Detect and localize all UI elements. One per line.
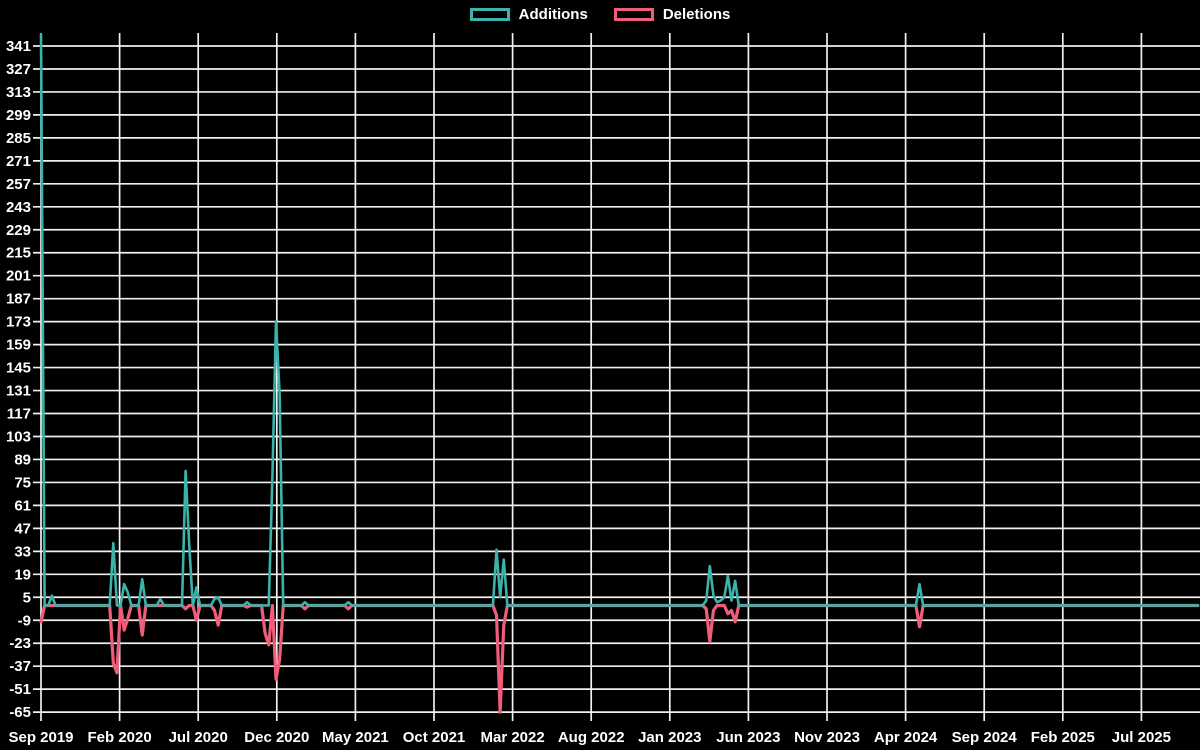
y-tick-label: 159 <box>6 337 31 354</box>
y-tick-label: 103 <box>6 428 31 445</box>
y-tick-label: -23 <box>9 635 31 652</box>
y-tick-label: 89 <box>14 451 31 468</box>
y-tick-label: 201 <box>6 268 31 285</box>
x-tick-label: Nov 2023 <box>794 729 860 746</box>
x-tick-label: Oct 2021 <box>403 729 466 746</box>
x-tick-label: Dec 2020 <box>244 729 309 746</box>
y-tick-label: 341 <box>6 38 31 55</box>
x-tick-label: Sep 2024 <box>952 729 1018 746</box>
y-tick-label: -9 <box>18 612 31 629</box>
y-tick-label: 117 <box>7 406 31 423</box>
chart-legend: Additions Deletions <box>0 6 1200 23</box>
y-tick-label: 131 <box>6 383 31 400</box>
x-tick-label: Jan 2023 <box>638 729 701 746</box>
y-tick-label: 285 <box>6 130 31 147</box>
x-tick-label: Aug 2022 <box>558 729 625 746</box>
legend-item-additions[interactable]: Additions <box>469 6 588 23</box>
y-tick-label: 229 <box>6 222 31 239</box>
y-tick-label: 5 <box>23 589 31 606</box>
y-tick-label: 215 <box>6 245 31 262</box>
y-tick-label: 257 <box>6 176 31 193</box>
legend-label-additions: Additions <box>518 6 588 23</box>
y-tick-label: 173 <box>6 314 31 331</box>
deletions-color-swatch <box>613 8 654 21</box>
additions-line <box>39 33 1200 607</box>
y-tick-label: 75 <box>14 474 31 491</box>
legend-item-deletions[interactable]: Deletions <box>613 6 731 23</box>
x-tick-label: Jul 2020 <box>169 729 228 746</box>
y-tick-label: -37 <box>9 658 31 675</box>
y-tick-label: 33 <box>14 543 31 560</box>
y-tick-label: 187 <box>6 291 31 308</box>
y-tick-label: -65 <box>9 704 31 721</box>
x-tick-label: Sep 2019 <box>8 729 73 746</box>
y-tick-label: 47 <box>14 520 31 537</box>
y-tick-label: 61 <box>14 497 31 514</box>
x-tick-label: Feb 2025 <box>1031 729 1095 746</box>
y-tick-label: 243 <box>6 199 31 216</box>
x-tick-label: Jun 2023 <box>716 729 780 746</box>
y-tick-label: 145 <box>6 360 31 377</box>
legend-label-deletions: Deletions <box>662 6 731 23</box>
x-tick-label: Mar 2022 <box>480 729 544 746</box>
y-tick-label: 19 <box>14 566 31 583</box>
x-tick-label: Jul 2025 <box>1112 729 1171 746</box>
x-tick-label: May 2021 <box>322 729 389 746</box>
y-tick-label: 299 <box>6 107 31 124</box>
additions-color-swatch <box>469 8 510 21</box>
y-tick-label: 313 <box>6 84 31 101</box>
deletions-line <box>39 603 1200 714</box>
y-tick-label: 327 <box>6 61 31 78</box>
x-tick-label: Feb 2020 <box>87 729 151 746</box>
y-tick-label: -51 <box>9 681 31 698</box>
y-tick-label: 271 <box>6 153 31 170</box>
x-tick-label: Apr 2024 <box>874 729 938 746</box>
